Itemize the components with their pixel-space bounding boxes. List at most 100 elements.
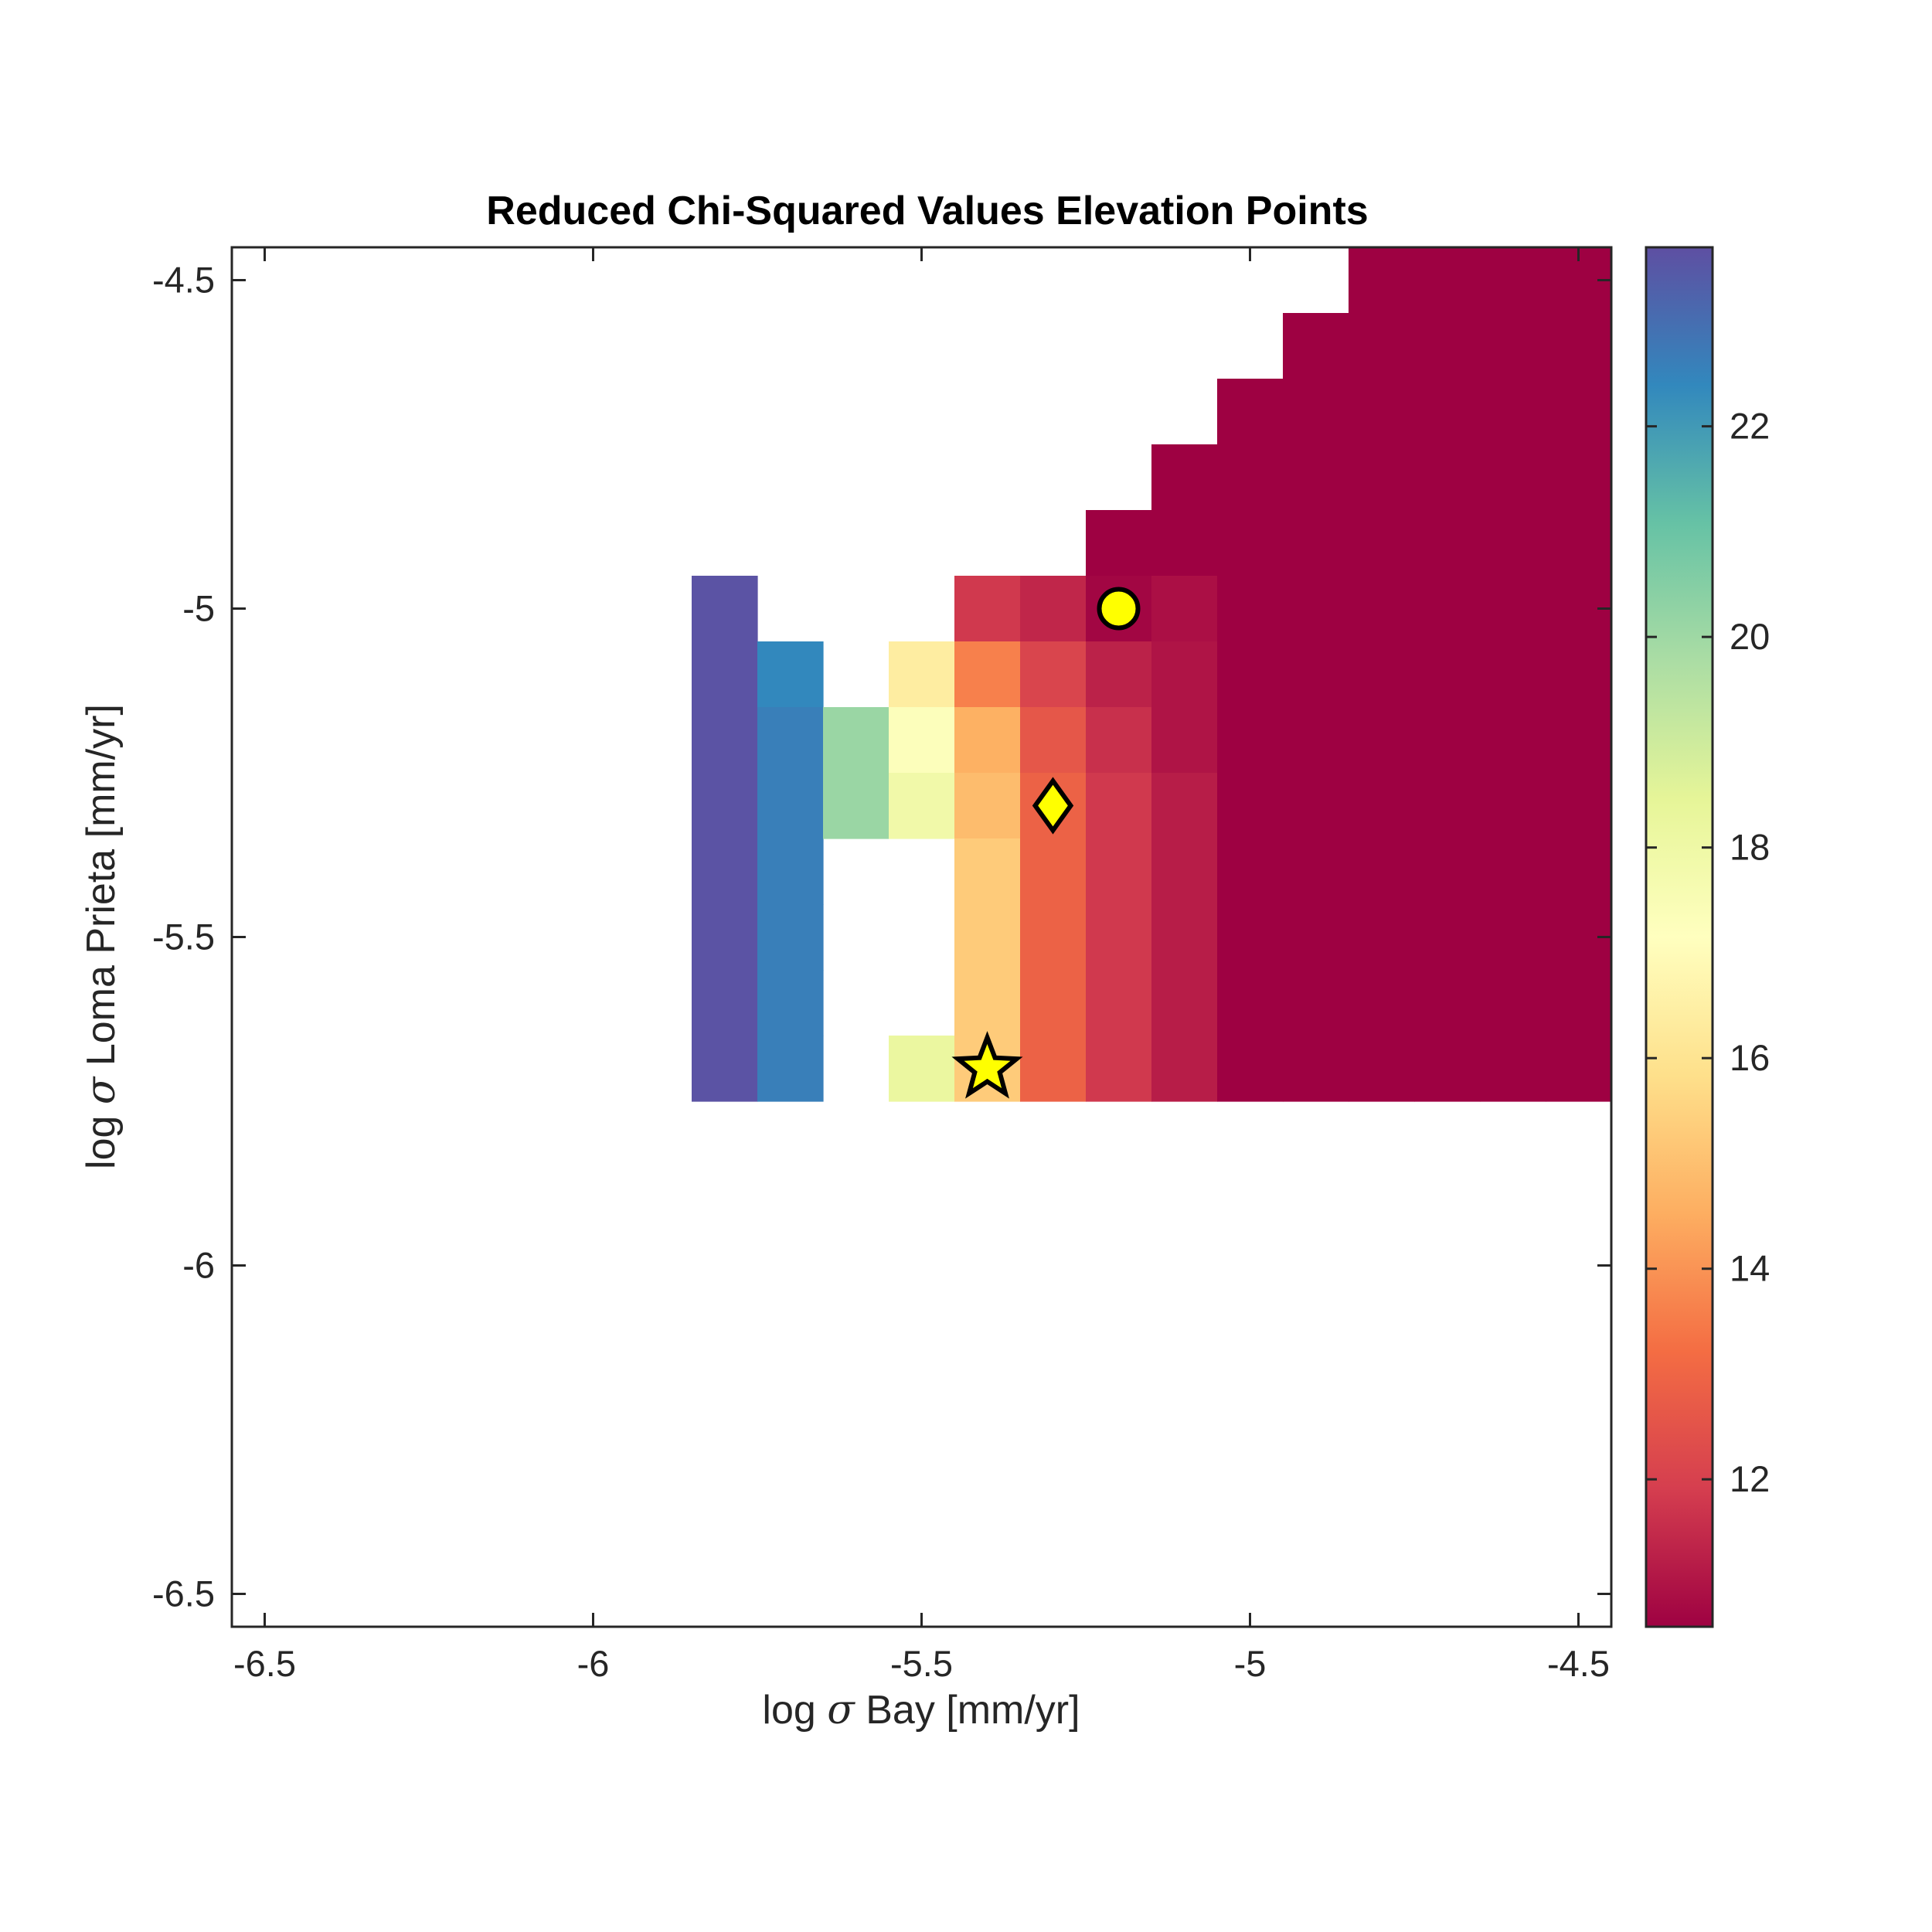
heatmap-cell [1546,313,1612,379]
heatmap-cell [1086,707,1152,774]
heatmap-cell [1480,970,1546,1036]
heatmap-cell [1086,904,1152,971]
heatmap-cell [1217,838,1284,905]
x-tick-label: -4.5 [1547,1643,1610,1684]
heatmap-cell [954,904,1021,971]
heatmap-cell [1349,444,1415,511]
heatmap-cell [889,1036,955,1102]
heatmap-cell [1217,707,1284,774]
heatmap-cell [1414,641,1481,708]
heatmap-cell [1020,970,1087,1036]
heatmap-cell [1020,904,1087,971]
heatmap-cell [692,707,758,774]
heatmap-cell [1414,510,1481,577]
heatmap-cell [1151,444,1218,511]
y-tick-label: -5.5 [152,917,215,957]
heatmap-cell [1480,379,1546,445]
heatmap-cell [757,707,824,774]
y-axis-label-sigma: σ [78,1076,124,1104]
heatmap-cell [1414,1036,1481,1102]
colorbar-tick-label: 16 [1730,1037,1770,1078]
heatmap-cell [889,641,955,708]
heatmap-cell [1151,970,1218,1036]
heatmap-cell [1414,444,1481,511]
heatmap-cell [692,970,758,1036]
heatmap-cell [692,641,758,708]
heatmap-cell [692,838,758,905]
heatmap-cell [1283,970,1349,1036]
heatmap-cell [1151,773,1218,839]
heatmap-cell [1086,838,1152,905]
heatmap-cell [1217,641,1284,708]
heatmap-cell [954,773,1021,839]
heatmap-cell [1414,379,1481,445]
heatmap-cell [757,970,824,1036]
heatmap-cell [1086,510,1152,577]
heatmap-cell [1414,247,1481,314]
heatmap-cell [1283,838,1349,905]
heatmap-cell [1546,707,1612,774]
heatmap-cell [757,641,824,708]
y-tick-label: -6.5 [152,1573,215,1614]
heatmap-cell [1283,576,1349,642]
heatmap-cell [1020,707,1087,774]
heatmap-cell [1546,773,1612,839]
heatmap-cell [1546,510,1612,577]
heatmap-cell [1283,379,1349,445]
heatmap-cell [1480,510,1546,577]
heatmap-cell [1349,970,1415,1036]
heatmap-cell [1283,1036,1349,1102]
heatmap-cell [1151,510,1218,577]
heatmap-cell [1020,576,1087,642]
heatmap-cell [1480,707,1546,774]
heatmap-cell [1020,838,1087,905]
heatmap-cell [1480,1036,1546,1102]
heatmap-cell [1217,379,1284,445]
heatmap-cell [1480,838,1546,905]
heatmap-cell [1349,641,1415,708]
heatmap-cell [757,838,824,905]
heatmap-cell [1480,773,1546,839]
heatmap-cell [1349,313,1415,379]
colorbar-tick-label: 12 [1730,1458,1770,1499]
heatmap-cell [1217,970,1284,1036]
heatmap-cell [1349,247,1415,314]
heatmap-cell [1020,1036,1087,1102]
heatmap-cell [1086,1036,1152,1102]
heatmap-cell [954,707,1021,774]
y-axis-ticks: -6.5 -6 -5.5 -5 -4.5 [152,260,1611,1614]
heatmap-cell [1349,904,1415,971]
heatmap-cell [1414,904,1481,971]
x-axis-ticks: -6.5 -6 -5.5 -5 -4.5 [233,247,1610,1684]
heatmap-cell [757,773,824,839]
heatmap-cell [1546,641,1612,708]
heatmap-cell [889,773,955,839]
heatmap-cell [1349,1036,1415,1102]
heatmap-cell [1086,641,1152,708]
heatmap-cell [1217,1036,1284,1102]
heatmap-cell [1349,773,1415,839]
heatmap-cell [1151,904,1218,971]
heatmap-cell [823,773,889,839]
y-axis-label-prefix: log [79,1104,124,1169]
heatmap-cell [1151,1036,1218,1102]
heatmap-cell [954,970,1021,1036]
heatmap-cell [1480,313,1546,379]
colorbar-tick-label: 22 [1730,406,1770,447]
heatmap-cell [1546,970,1612,1036]
heatmap-cell [1349,379,1415,445]
heatmap-cell [1217,904,1284,971]
heatmap-cell [1283,444,1349,511]
star-marker [951,1031,1023,1099]
heatmap-cell [1414,707,1481,774]
x-tick-label: -5.5 [890,1643,953,1684]
heatmap-cell [954,641,1021,708]
heatmap-cell [757,904,824,971]
heatmap-cell [1546,444,1612,511]
heatmap-cell [1217,576,1284,642]
heatmap-cell [692,1036,758,1102]
heatmap-cell [692,576,758,642]
heatmap-cell [1283,510,1349,577]
heatmap-cell [1349,707,1415,774]
